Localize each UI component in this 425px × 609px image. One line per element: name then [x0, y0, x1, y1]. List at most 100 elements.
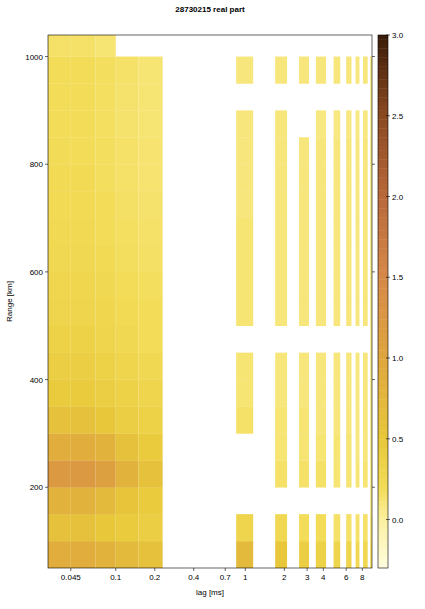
x-tick [225, 568, 226, 571]
cell [275, 433, 287, 460]
cell [48, 272, 71, 299]
colorbar-step [378, 559, 388, 564]
colorbar-step [378, 457, 388, 462]
cell [346, 433, 351, 460]
cell [363, 272, 368, 299]
colorbar-step [378, 217, 388, 222]
colorbar-step [378, 293, 388, 298]
cell [48, 137, 71, 164]
cell [275, 57, 287, 84]
cell [116, 541, 139, 568]
cell [71, 110, 96, 137]
cell [356, 460, 360, 487]
x-tick-label: 0.4 [188, 573, 200, 582]
cell [346, 272, 351, 299]
colorbar-step [378, 510, 388, 515]
cell [334, 164, 341, 191]
cell [316, 272, 326, 299]
cell [363, 57, 368, 84]
cell [363, 406, 368, 433]
cell [48, 514, 71, 541]
cell [334, 191, 341, 218]
cell [334, 272, 341, 299]
cell [48, 433, 71, 460]
y-tick [45, 56, 48, 57]
cell [139, 433, 163, 460]
cell [334, 380, 341, 407]
colorbar-step [378, 195, 388, 200]
cell [275, 272, 287, 299]
colorbar-step [378, 155, 388, 160]
colorbar-step [378, 182, 388, 187]
colorbar-tick [386, 277, 390, 278]
cell [139, 514, 163, 541]
cell [363, 164, 368, 191]
colorbar-step [378, 381, 388, 386]
colorbar-step [378, 270, 388, 275]
cell [299, 57, 309, 84]
colorbar-step [378, 453, 388, 458]
colorbar-step [378, 497, 388, 502]
colorbar-step [378, 262, 388, 267]
cell [116, 460, 139, 487]
cell [116, 164, 139, 191]
cell [48, 460, 71, 487]
colorbar-step [378, 413, 388, 418]
cell [139, 164, 163, 191]
colorbar-step [378, 524, 388, 529]
cell [299, 164, 309, 191]
cell [96, 460, 116, 487]
colorbar-step [378, 190, 388, 195]
colorbar-step [378, 186, 388, 191]
cell [71, 487, 96, 514]
cell [334, 137, 341, 164]
colorbar-step [378, 137, 388, 142]
cell [275, 110, 287, 137]
cell [236, 299, 253, 326]
colorbar-step [378, 515, 388, 520]
cell [316, 191, 326, 218]
cell [116, 514, 139, 541]
colorbar-step [378, 53, 388, 58]
cell [334, 110, 341, 137]
cell [363, 460, 368, 487]
colorbar-step [378, 93, 388, 98]
cell [356, 191, 360, 218]
cell [71, 460, 96, 487]
colorbar-step [378, 439, 388, 444]
cell [139, 110, 163, 137]
colorbar-step [378, 71, 388, 76]
colorbar-step [378, 173, 388, 178]
cell [275, 460, 287, 487]
colorbar-step [378, 66, 388, 71]
colorbar-tick [386, 438, 390, 439]
colorbar-tick [386, 196, 390, 197]
cell [356, 353, 360, 380]
x-axis-title: lag [ms] [196, 588, 224, 597]
cell [96, 272, 116, 299]
cell [236, 110, 253, 137]
colorbar-step [378, 306, 388, 311]
cell [48, 326, 71, 353]
cell [48, 35, 71, 57]
cell [275, 164, 287, 191]
cell [71, 406, 96, 433]
cell [139, 272, 163, 299]
colorbar-step [378, 421, 388, 426]
cell [346, 299, 351, 326]
colorbar-step [378, 310, 388, 315]
colorbar-step [378, 386, 388, 391]
cell [356, 380, 360, 407]
cell [316, 541, 326, 568]
cell [334, 57, 341, 84]
cell [139, 380, 163, 407]
cell [356, 272, 360, 299]
y-tick-label: 600 [30, 268, 44, 277]
colorbar-step [378, 430, 388, 435]
cell [363, 380, 368, 407]
cell [139, 299, 163, 326]
colorbar-step [378, 546, 388, 551]
y-tick [45, 164, 48, 165]
colorbar-step [378, 337, 388, 342]
cell [275, 299, 287, 326]
